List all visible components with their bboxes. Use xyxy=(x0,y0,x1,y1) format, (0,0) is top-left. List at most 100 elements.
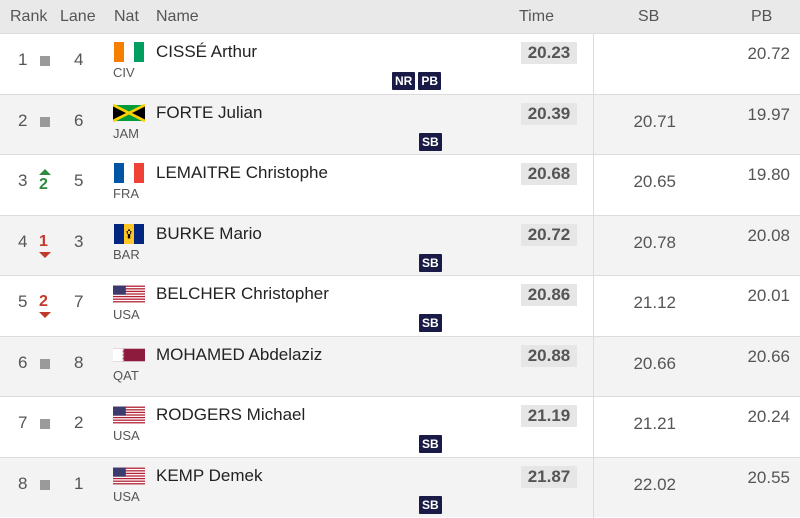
header-nat[interactable]: Nat xyxy=(114,8,139,25)
header-name[interactable]: Name xyxy=(156,8,199,25)
pb-value: 20.55 xyxy=(747,468,790,487)
column-divider xyxy=(593,397,594,457)
lane-value: 6 xyxy=(74,111,84,130)
sb-value: 20.65 xyxy=(633,172,676,191)
rank-unchanged xyxy=(38,411,54,439)
table-row[interactable]: 3 2 5 FRA LEMAITRE Christophe 20.68 20.6… xyxy=(0,154,800,215)
nat-code: CIV xyxy=(113,65,135,80)
record-badge: SB xyxy=(419,314,442,332)
header-time[interactable]: Time xyxy=(519,8,554,25)
lane-value: 1 xyxy=(74,474,84,493)
record-badge: SB xyxy=(419,254,442,272)
pb-value: 19.97 xyxy=(747,105,790,124)
rank-value: 1 xyxy=(18,50,28,69)
rank-value: 8 xyxy=(18,474,28,493)
lane-value: 4 xyxy=(74,50,84,69)
athlete-name[interactable]: BELCHER Christopher xyxy=(156,284,329,303)
pb-value: 20.08 xyxy=(747,226,790,245)
table-row[interactable]: 6 8 QAT MOHAMED Abdelaziz 20.88 20.66 20… xyxy=(0,336,800,397)
rank-unchanged xyxy=(38,472,54,500)
time-value: 20.88 xyxy=(521,345,577,367)
badges: NR PB xyxy=(392,72,442,90)
athlete-name[interactable]: MOHAMED Abdelaziz xyxy=(156,345,323,364)
rank-value: 4 xyxy=(18,232,28,251)
arrow-down-icon xyxy=(39,312,51,318)
record-badge: SB xyxy=(419,435,442,453)
column-divider xyxy=(593,276,594,336)
rank-change-down: 2 xyxy=(38,290,54,318)
time-value: 20.23 xyxy=(521,42,577,64)
header-sb[interactable]: SB xyxy=(638,8,660,25)
rank-value: 7 xyxy=(18,413,28,432)
lane-value: 5 xyxy=(74,171,84,190)
sb-value: 21.21 xyxy=(633,414,676,433)
athlete-name[interactable]: KEMP Demek xyxy=(156,466,263,485)
table-row[interactable]: 8 1 USA KEMP Demek SB 21.87 22.02 20.55 xyxy=(0,457,800,518)
header-rank[interactable]: Rank xyxy=(10,8,48,25)
pb-value: 20.72 xyxy=(747,44,790,63)
rank-value: 3 xyxy=(18,171,28,190)
jamaica-flag-icon xyxy=(113,103,145,123)
column-divider xyxy=(593,155,594,215)
arrow-down-icon xyxy=(39,252,51,258)
barbados-flag-icon xyxy=(113,224,145,244)
sb-value: 21.12 xyxy=(633,293,676,312)
rank-value: 2 xyxy=(18,111,28,130)
rank-change-down: 1 xyxy=(38,230,54,258)
table-row[interactable]: 1 4 CIV CISSÉ Arthur NR PB 20.23 20.72 xyxy=(0,33,800,94)
time-value: 20.72 xyxy=(521,224,577,246)
table-row[interactable]: 5 2 7 USA BELCHER Christopher SB 20.86 2… xyxy=(0,275,800,336)
table-row[interactable]: 2 6 JAM FORTE Julian SB 20.39 20.71 19.9… xyxy=(0,94,800,155)
sb-value: 20.71 xyxy=(633,112,676,131)
rank-unchanged xyxy=(38,48,54,76)
record-badge: SB xyxy=(419,496,442,514)
nat-code: USA xyxy=(113,489,140,504)
rank-unchanged xyxy=(38,109,54,137)
qatar-flag-icon xyxy=(113,345,145,365)
record-badge: NR xyxy=(392,72,416,90)
sb-value: 20.78 xyxy=(633,233,676,252)
pb-value: 20.66 xyxy=(747,347,790,366)
lane-value: 7 xyxy=(74,292,84,311)
lane-value: 2 xyxy=(74,413,84,432)
athlete-name[interactable]: FORTE Julian xyxy=(156,103,263,122)
usa-flag-icon xyxy=(113,466,145,486)
table-row[interactable]: 4 1 3 BAR BURKE Mario SB 20.72 20.78 20.… xyxy=(0,215,800,276)
nat-code: JAM xyxy=(113,126,139,141)
time-value: 20.39 xyxy=(521,103,577,125)
record-badge: PB xyxy=(418,72,442,90)
athlete-name[interactable]: LEMAITRE Christophe xyxy=(156,163,328,182)
nat-code: USA xyxy=(113,307,140,322)
rank-change-up: 2 xyxy=(38,169,54,197)
badges: SB xyxy=(419,496,442,514)
pb-value: 20.01 xyxy=(747,286,790,305)
square-icon xyxy=(40,56,50,66)
column-divider xyxy=(593,337,594,397)
sb-value: 20.66 xyxy=(633,354,676,373)
rank-value: 6 xyxy=(18,353,28,372)
column-divider xyxy=(593,34,594,94)
rank-unchanged xyxy=(38,351,54,379)
athlete-name[interactable]: RODGERS Michael xyxy=(156,405,306,424)
square-icon xyxy=(40,419,50,429)
badges: SB xyxy=(419,435,442,453)
column-divider xyxy=(593,216,594,276)
sb-value: 22.02 xyxy=(633,475,676,494)
time-value: 21.87 xyxy=(521,466,577,488)
pb-value: 20.24 xyxy=(747,407,790,426)
header-pb[interactable]: PB xyxy=(751,8,773,25)
france-flag-icon xyxy=(113,163,145,183)
nat-code: QAT xyxy=(113,368,139,383)
usa-flag-icon xyxy=(113,284,145,304)
square-icon xyxy=(40,359,50,369)
athlete-name[interactable]: CISSÉ Arthur xyxy=(156,42,258,61)
pb-value: 19.80 xyxy=(747,165,790,184)
badges: SB xyxy=(419,254,442,272)
nat-code: USA xyxy=(113,428,140,443)
table-row[interactable]: 7 2 USA RODGERS Michael SB 21.19 21.21 2… xyxy=(0,396,800,457)
header-lane[interactable]: Lane xyxy=(60,8,96,25)
usa-flag-icon xyxy=(113,405,145,425)
time-value: 20.86 xyxy=(521,284,577,306)
athlete-name[interactable]: BURKE Mario xyxy=(156,224,262,243)
